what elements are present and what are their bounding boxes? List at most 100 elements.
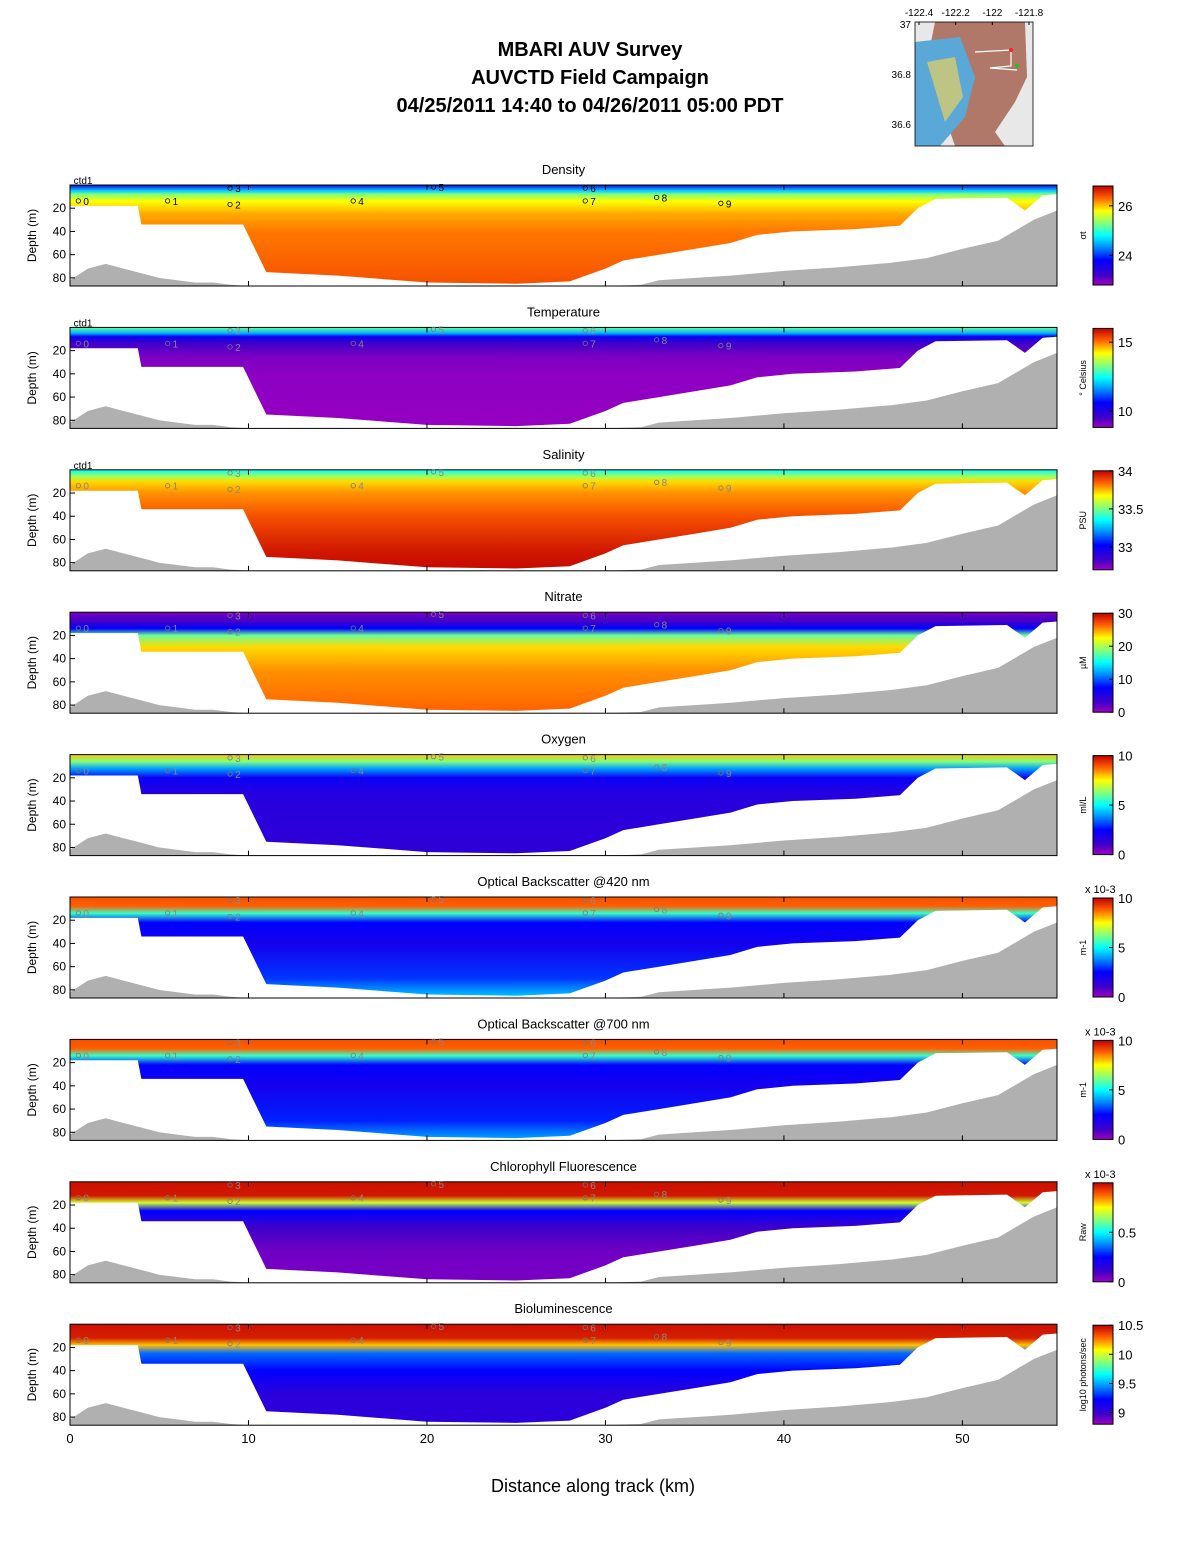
y-axis-label: Depth (m): [25, 1348, 39, 1401]
station-marker: [227, 755, 233, 761]
station-label: 7: [590, 624, 596, 635]
station-label: 0: [83, 1051, 89, 1062]
panel-7: Optical Backscatter @700 nm20406080Depth…: [25, 1016, 1132, 1147]
station-label: 1: [173, 767, 179, 778]
colorbar-tick-label: 0.5: [1118, 1225, 1136, 1240]
station-marker: [227, 771, 233, 777]
colorbar: [1092, 1324, 1114, 1425]
figure-title-line-2: AUVCTD Field Campaign: [471, 67, 709, 89]
station-marker: [582, 340, 588, 346]
station-label: 9: [726, 342, 732, 353]
colorbar-tick-label: 10.5: [1118, 1318, 1143, 1333]
station-label: 5: [439, 183, 445, 194]
station-marker: [430, 469, 437, 475]
station-label: 0: [83, 1194, 89, 1205]
station-label: 5: [439, 325, 445, 336]
map-lon-label: -122.4: [905, 8, 934, 19]
colorbar-tick-label: 10: [1118, 891, 1132, 906]
panel-frame: [69, 896, 1058, 999]
station-label: 6: [590, 1039, 596, 1050]
y-tick-label: 60: [53, 675, 67, 689]
y-tick-label: 80: [53, 271, 67, 285]
station-label: 6: [590, 469, 596, 480]
station-marker: [350, 1337, 356, 1343]
colorbar: [1092, 470, 1114, 571]
data-field: [70, 1324, 1057, 1423]
y-tick-label: 20: [53, 201, 67, 215]
y-tick-label: 60: [53, 817, 67, 831]
station-label: 3: [235, 611, 241, 622]
station-marker: [164, 1337, 171, 1343]
colorbar-tick-label: 20: [1118, 639, 1132, 654]
station-marker: [75, 1195, 81, 1201]
station-label: 9: [726, 769, 732, 780]
station-marker: [227, 486, 233, 492]
station-marker: [582, 470, 588, 476]
colorbar-label: ° Celsius: [1078, 360, 1088, 396]
station-label: 4: [358, 767, 364, 778]
station-label: 3: [235, 469, 241, 480]
y-axis-label: Depth (m): [25, 636, 39, 689]
station-label: 8: [662, 478, 668, 489]
station-label: 7: [590, 482, 596, 493]
station-label: 0: [83, 909, 89, 920]
colorbar-tick-label: 0: [1118, 990, 1125, 1005]
station-label: ctd1: [74, 461, 93, 472]
panel-5: Oxygen 20 40 60 80 Depth (m) 0 1 3 2 4 5 6 7 8 9 10 5 0 ml/…: [25, 732, 1132, 863]
seafloor: [70, 922, 1057, 998]
station-marker: [582, 1195, 588, 1201]
map-lat-label: 36.6: [892, 120, 912, 131]
station-label: 8: [662, 621, 668, 632]
station-marker: [582, 1052, 588, 1058]
station-marker: [654, 906, 660, 913]
station-marker: [164, 910, 171, 916]
station-marker: [350, 1052, 356, 1058]
panel-title: Temperature: [527, 304, 600, 319]
y-tick-label: 20: [53, 344, 67, 358]
data-field: [70, 897, 1057, 996]
y-tick-label: 80: [53, 1268, 67, 1282]
panel-title: Optical Backscatter @700 nm: [477, 1016, 649, 1031]
station-label: 2: [235, 200, 241, 211]
colorbar-tick-label: 0: [1118, 848, 1125, 863]
station-label: 6: [590, 754, 596, 765]
colorbar-tick-label: 33.5: [1118, 502, 1143, 517]
station-label: 4: [358, 1336, 364, 1347]
station-label: 6: [590, 611, 596, 622]
panel-title: Salinity: [543, 447, 585, 462]
station-label: 4: [358, 909, 364, 920]
station-marker: [227, 1324, 233, 1330]
y-tick-label: 40: [53, 1079, 67, 1093]
y-tick-label: 40: [53, 224, 67, 238]
panel-frame: [69, 1323, 1058, 1426]
station-marker: [350, 625, 356, 631]
station-label: 7: [590, 909, 596, 920]
colorbar-multiplier: x 10-3: [1085, 884, 1116, 896]
colorbar: [1092, 612, 1114, 713]
station-label: 6: [590, 184, 596, 195]
station-marker: [227, 201, 233, 208]
y-tick-label: 60: [53, 1387, 67, 1401]
station-label: 3: [235, 327, 241, 338]
y-tick-label: 20: [53, 1340, 67, 1354]
seafloor: [70, 1207, 1057, 1283]
data-field: [70, 327, 1057, 427]
seafloor: [70, 637, 1057, 714]
station-marker: [582, 185, 588, 191]
colorbar-tick-label: 0: [1118, 1275, 1125, 1290]
station-marker: [75, 767, 81, 774]
station-label: 8: [662, 1190, 668, 1201]
panel-frame: [69, 184, 1058, 287]
station-marker: [654, 622, 660, 628]
station-label: 2: [235, 1055, 241, 1066]
y-tick-label: 40: [53, 1364, 67, 1378]
y-tick-label: 80: [53, 556, 67, 570]
y-tick-label: 60: [53, 248, 67, 262]
station-marker: [654, 479, 660, 485]
station-marker: [430, 1038, 437, 1045]
station-label: 1: [173, 197, 179, 208]
station-label: 6: [590, 1181, 596, 1192]
y-tick-label: 20: [53, 628, 67, 642]
colorbar-tick-label: 30: [1118, 606, 1132, 621]
